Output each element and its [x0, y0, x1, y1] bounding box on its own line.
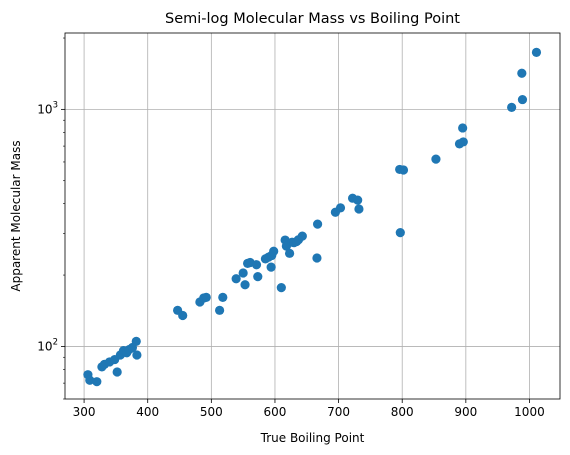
data-point — [458, 137, 468, 147]
data-point — [132, 350, 142, 360]
data-point — [251, 260, 262, 270]
x-tick-label: 300 — [73, 405, 96, 419]
x-tick-label: 1000 — [514, 405, 545, 419]
y-tick-label: 103 — [37, 100, 58, 116]
data-point — [201, 292, 211, 302]
data-point — [517, 94, 528, 105]
data-point — [517, 68, 527, 78]
x-tick-label: 500 — [200, 405, 223, 419]
x-tick-label: 800 — [391, 405, 414, 419]
data-point — [312, 219, 323, 229]
data-point — [312, 253, 322, 263]
data-point — [395, 228, 405, 238]
x-axis-label: True Boiling Point — [260, 431, 365, 445]
data-point — [231, 274, 241, 284]
data-point — [238, 268, 248, 278]
data-point — [218, 292, 228, 302]
data-point — [398, 165, 409, 175]
x-tick-label: 700 — [327, 405, 350, 419]
y-axis-label: Apparent Molecular Mass — [9, 140, 23, 291]
data-point — [178, 310, 188, 321]
data-point — [253, 272, 263, 282]
data-point — [266, 262, 276, 272]
data-point — [112, 367, 122, 377]
y-tick-label: 102 — [37, 337, 58, 353]
data-point — [458, 123, 468, 133]
data-point — [507, 102, 517, 112]
data-points — [83, 47, 542, 387]
data-point — [297, 231, 307, 241]
data-point — [269, 246, 279, 256]
data-point — [85, 375, 95, 385]
chart-title: Semi-log Molecular Mass vs Boiling Point — [165, 11, 460, 27]
data-point — [284, 248, 295, 258]
data-point — [353, 195, 363, 205]
x-axis-ticks: 300 400 500 600 700 800 900 1000 — [73, 399, 545, 419]
grid-lines — [65, 33, 560, 399]
y-axis-ticks: 102 103 — [37, 37, 65, 400]
x-tick-label: 900 — [454, 405, 477, 419]
data-point — [240, 280, 250, 290]
data-point — [354, 204, 364, 214]
data-point — [431, 154, 441, 164]
data-point — [335, 203, 346, 213]
data-point — [276, 283, 286, 293]
data-point — [215, 305, 225, 315]
x-tick-label: 400 — [136, 405, 159, 419]
data-point — [131, 336, 141, 346]
x-tick-label: 600 — [264, 405, 287, 419]
plot-frame — [64, 32, 561, 400]
data-point — [92, 377, 102, 387]
data-point — [531, 47, 542, 57]
